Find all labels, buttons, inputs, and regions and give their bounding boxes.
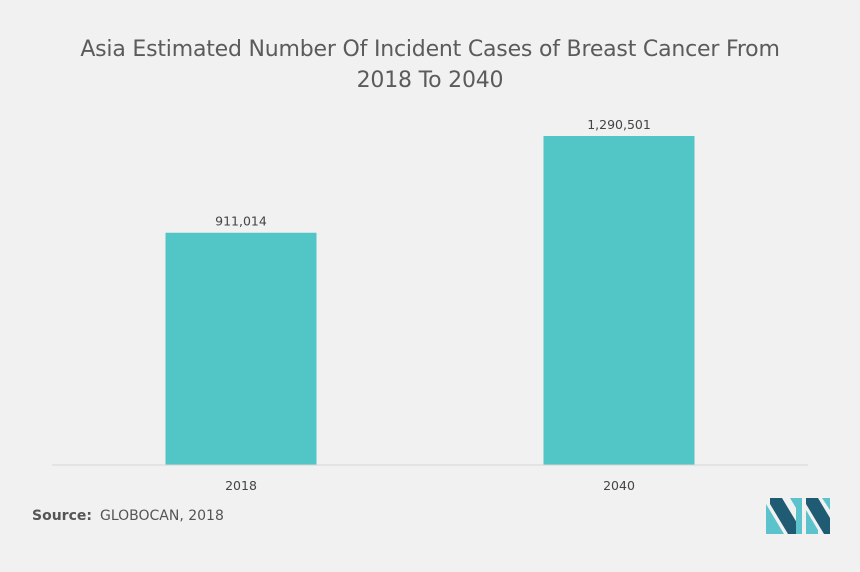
x-tick-label-2018: 2018 bbox=[225, 478, 257, 493]
bar-2018 bbox=[165, 232, 317, 465]
data-label-2018: 911,014 bbox=[215, 214, 267, 229]
data-label-2040: 1,290,501 bbox=[587, 117, 651, 132]
mordor-intelligence-logo-icon bbox=[766, 498, 830, 534]
source-label: Source: bbox=[32, 508, 92, 524]
x-tick-label-2040: 2040 bbox=[603, 478, 635, 493]
source-value: GLOBOCAN, 2018 bbox=[99, 508, 224, 524]
bar-2040 bbox=[543, 136, 695, 465]
chart-title: Asia Estimated Number Of Incident Cases … bbox=[80, 37, 780, 93]
source-note: Source: GLOBOCAN, 2018 bbox=[32, 508, 224, 524]
